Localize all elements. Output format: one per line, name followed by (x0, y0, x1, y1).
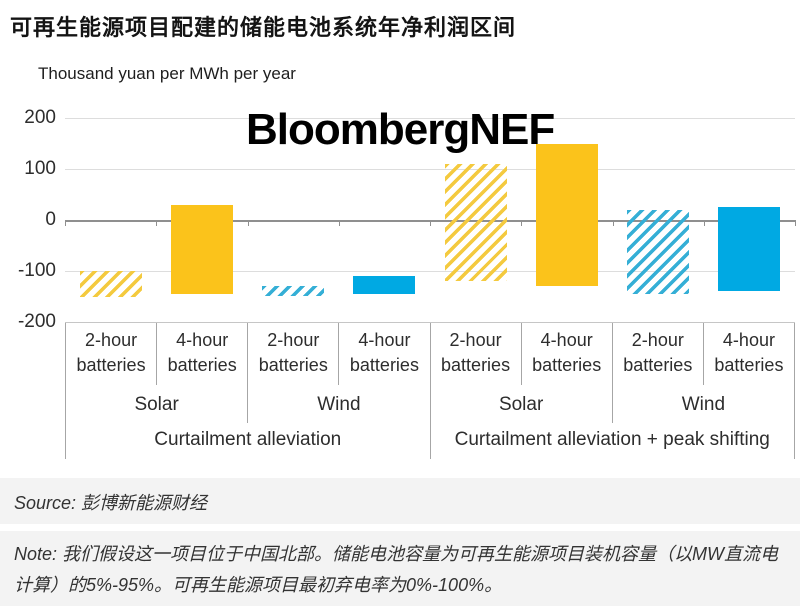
group-label: Solar (429, 385, 612, 423)
unit-label: Thousand yuan per MWh per year (38, 64, 296, 83)
use-case-group-row: Curtailment alleviation Curtailment allev… (65, 423, 795, 459)
battery-label: 4-hour batteries (702, 322, 794, 385)
zero-axis-tick (156, 220, 158, 226)
gridline-100 (65, 169, 795, 170)
zero-axis-tick (795, 220, 796, 226)
plot-area (65, 118, 796, 323)
source-section: Source: 彭博新能源财经 (0, 478, 800, 524)
zero-axis-tick (703, 220, 705, 226)
range-bar-8 (718, 207, 781, 292)
battery-label: 2-hour batteries (247, 322, 338, 385)
battery-label: 2-hour batteries (65, 322, 156, 385)
zero-axis-tick (430, 220, 431, 226)
supergroup-label: Curtailment alleviation + peak shifting (429, 423, 795, 459)
battery-label: 4-hour batteries (520, 322, 612, 385)
group-label: Wind (611, 385, 794, 423)
note-section: Note: 我们假设这一项目位于中国北部。储能电池容量为可再生能源项目装机容量（… (0, 531, 800, 606)
zero-axis-tick (247, 220, 249, 226)
range-bar-3 (262, 286, 325, 297)
range-bar-1 (79, 271, 142, 297)
y-tick-label: -100 (17, 260, 56, 281)
source-text: Source: 彭博新能源财经 (14, 493, 208, 513)
zero-axis-tick (521, 220, 523, 226)
battery-label: 2-hour batteries (429, 322, 521, 385)
group-label: Wind (247, 385, 429, 423)
technology-group-row: Solar Wind Solar Wind (65, 385, 795, 423)
group-label: Solar (65, 385, 247, 423)
note-text: Note: 我们假设这一项目位于中国北部。储能电池容量为可再生能源项目装机容量（… (14, 544, 779, 595)
range-bar-4 (353, 276, 416, 294)
range-bar-5 (444, 163, 507, 282)
range-bar-7 (627, 209, 690, 294)
zero-axis-tick (612, 220, 614, 226)
chart-title: 可再生能源项目配建的储能电池系统年净利润区间 (10, 15, 517, 40)
y-tick-label: 0 (45, 209, 56, 230)
zero-axis-tick (65, 220, 66, 226)
bloombergnef-watermark: BloombergNEF (246, 105, 555, 154)
y-tick-label: 200 (24, 107, 56, 128)
y-tick-label: -200 (17, 311, 56, 332)
y-tick-label: 100 (24, 158, 56, 179)
gridline--200 (65, 322, 795, 323)
x-axis-label-table: 2-hour batteries 4-hour batteries 2-hour b… (65, 322, 795, 459)
battery-label: 4-hour batteries (156, 322, 247, 385)
battery-category-row: 2-hour batteries 4-hour batteries 2-hour b… (65, 322, 795, 385)
gridline--100 (65, 271, 795, 272)
range-bar-6 (535, 143, 598, 287)
battery-label: 4-hour batteries (338, 322, 429, 385)
supergroup-label: Curtailment alleviation (65, 423, 430, 459)
range-bar-2 (170, 204, 233, 294)
gridline-200 (65, 118, 795, 119)
zero-axis-tick (338, 220, 340, 226)
y-axis: 200 100 0 -100 -200 (0, 107, 56, 332)
battery-label: 2-hour batteries (611, 322, 703, 385)
